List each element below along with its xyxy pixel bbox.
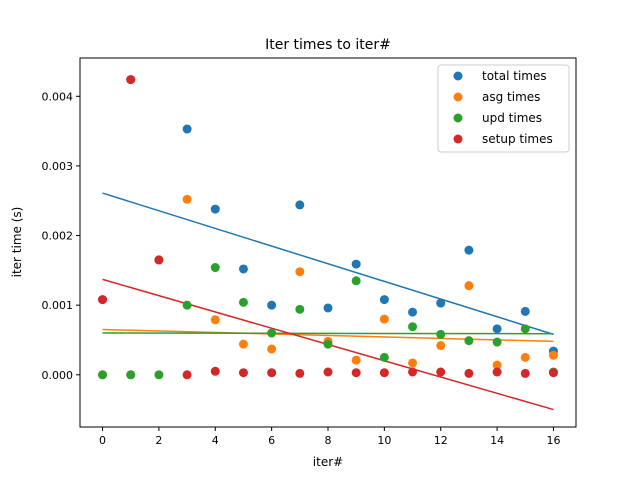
asg-times-point <box>464 281 474 291</box>
chart-title: Iter times to iter# <box>265 37 391 53</box>
upd-times-point <box>295 304 305 314</box>
fit-lines <box>102 192 554 411</box>
total-times-fit-line <box>102 192 554 336</box>
upd-times-point <box>154 370 164 380</box>
asg-times-point <box>379 314 389 324</box>
x-tick-label: 4 <box>212 434 219 447</box>
upd-times-point <box>323 339 333 349</box>
setup-times-point <box>436 367 446 377</box>
setup-times-legend-marker <box>453 134 463 144</box>
upd-times-point <box>464 336 474 346</box>
upd-times-legend-marker <box>453 113 463 123</box>
setup-times-point <box>295 368 305 378</box>
setup-times-point <box>323 367 333 377</box>
setup-times-point <box>379 368 389 378</box>
asg-times-legend-marker <box>453 92 463 102</box>
x-tick-label: 14 <box>490 434 504 447</box>
y-tick-label: 0.004 <box>42 90 74 103</box>
asg-times-point <box>210 315 220 325</box>
upd-times-legend-label: upd times <box>482 111 542 125</box>
asg-times-point <box>436 341 446 351</box>
setup-times-point <box>182 370 192 380</box>
x-axis-ticks: 0 2 4 6 8 10 12 14 16 <box>99 427 560 447</box>
total-times-point <box>182 124 192 134</box>
setup-times-point <box>267 368 277 378</box>
total-times-point <box>323 303 333 313</box>
y-tick-label: 0.003 <box>42 160 74 173</box>
total-times-point <box>351 259 361 269</box>
x-tick-label: 10 <box>377 434 391 447</box>
setup-times-legend-label: setup times <box>482 132 553 146</box>
y-tick-label: 0.001 <box>42 299 74 312</box>
upd-times-point <box>379 352 389 362</box>
setup-times-point <box>408 367 418 377</box>
y-axis-label: iter time (s) <box>10 207 24 278</box>
upd-times-point <box>126 370 136 380</box>
total-times-point <box>295 200 305 210</box>
upd-times-point <box>98 370 108 380</box>
total-times-point <box>520 306 530 316</box>
total-times-point <box>492 324 502 334</box>
y-tick-label: 0.002 <box>42 230 74 243</box>
x-tick-label: 16 <box>546 434 560 447</box>
setup-times-point <box>492 367 502 377</box>
upd-times-point <box>520 324 530 334</box>
upd-times-point <box>351 276 361 286</box>
asg-times-point <box>520 352 530 362</box>
setup-times-point <box>520 368 530 378</box>
total-times-legend-marker <box>453 71 463 81</box>
upd-times-point <box>436 329 446 339</box>
upd-times-point <box>267 328 277 338</box>
asg-times-point <box>548 350 558 360</box>
x-tick-label: 12 <box>434 434 448 447</box>
total-times-point <box>379 295 389 305</box>
setup-times-point <box>154 255 164 265</box>
total-times-point <box>464 245 474 255</box>
asg-times-legend-label: asg times <box>482 90 540 104</box>
upd-times-point <box>210 263 220 273</box>
upd-times-point <box>238 297 248 307</box>
y-tick-label: 0.000 <box>42 369 74 382</box>
y-axis-ticks: 0.000 0.001 0.002 0.003 0.004 <box>42 90 80 382</box>
x-axis-label: iter# <box>313 455 343 469</box>
total-times-legend-label: total times <box>482 69 547 83</box>
total-times-point <box>436 298 446 308</box>
setup-times-point <box>98 295 108 305</box>
x-tick-label: 6 <box>268 434 275 447</box>
asg-times-fit-line <box>102 328 554 343</box>
total-times-point <box>238 264 248 274</box>
asg-times-point <box>408 358 418 368</box>
asg-times-point <box>492 360 502 370</box>
asg-times-point <box>295 267 305 277</box>
data-points <box>98 75 558 380</box>
asg-times-point <box>182 194 192 204</box>
setup-times-point <box>238 368 248 378</box>
upd-times-point <box>182 300 192 310</box>
asg-times-point <box>351 355 361 365</box>
setup-times-point <box>126 75 136 85</box>
asg-times-point <box>267 344 277 354</box>
setup-times-point <box>464 368 474 378</box>
x-tick-label: 2 <box>155 434 162 447</box>
upd-times-point <box>492 337 502 347</box>
asg-times-point <box>238 339 248 349</box>
upd-times-point <box>408 322 418 332</box>
upd-times-fit-line <box>102 332 554 335</box>
x-tick-label: 0 <box>99 434 106 447</box>
setup-times-point <box>210 366 220 376</box>
legend-box <box>437 64 570 153</box>
setup-times-point <box>548 368 558 378</box>
total-times-point <box>408 307 418 317</box>
total-times-point <box>210 204 220 214</box>
setup-times-point <box>351 368 361 378</box>
legend: total times asg times upd times setup times <box>437 64 570 153</box>
total-times-point <box>267 300 277 310</box>
x-tick-label: 8 <box>325 434 332 447</box>
